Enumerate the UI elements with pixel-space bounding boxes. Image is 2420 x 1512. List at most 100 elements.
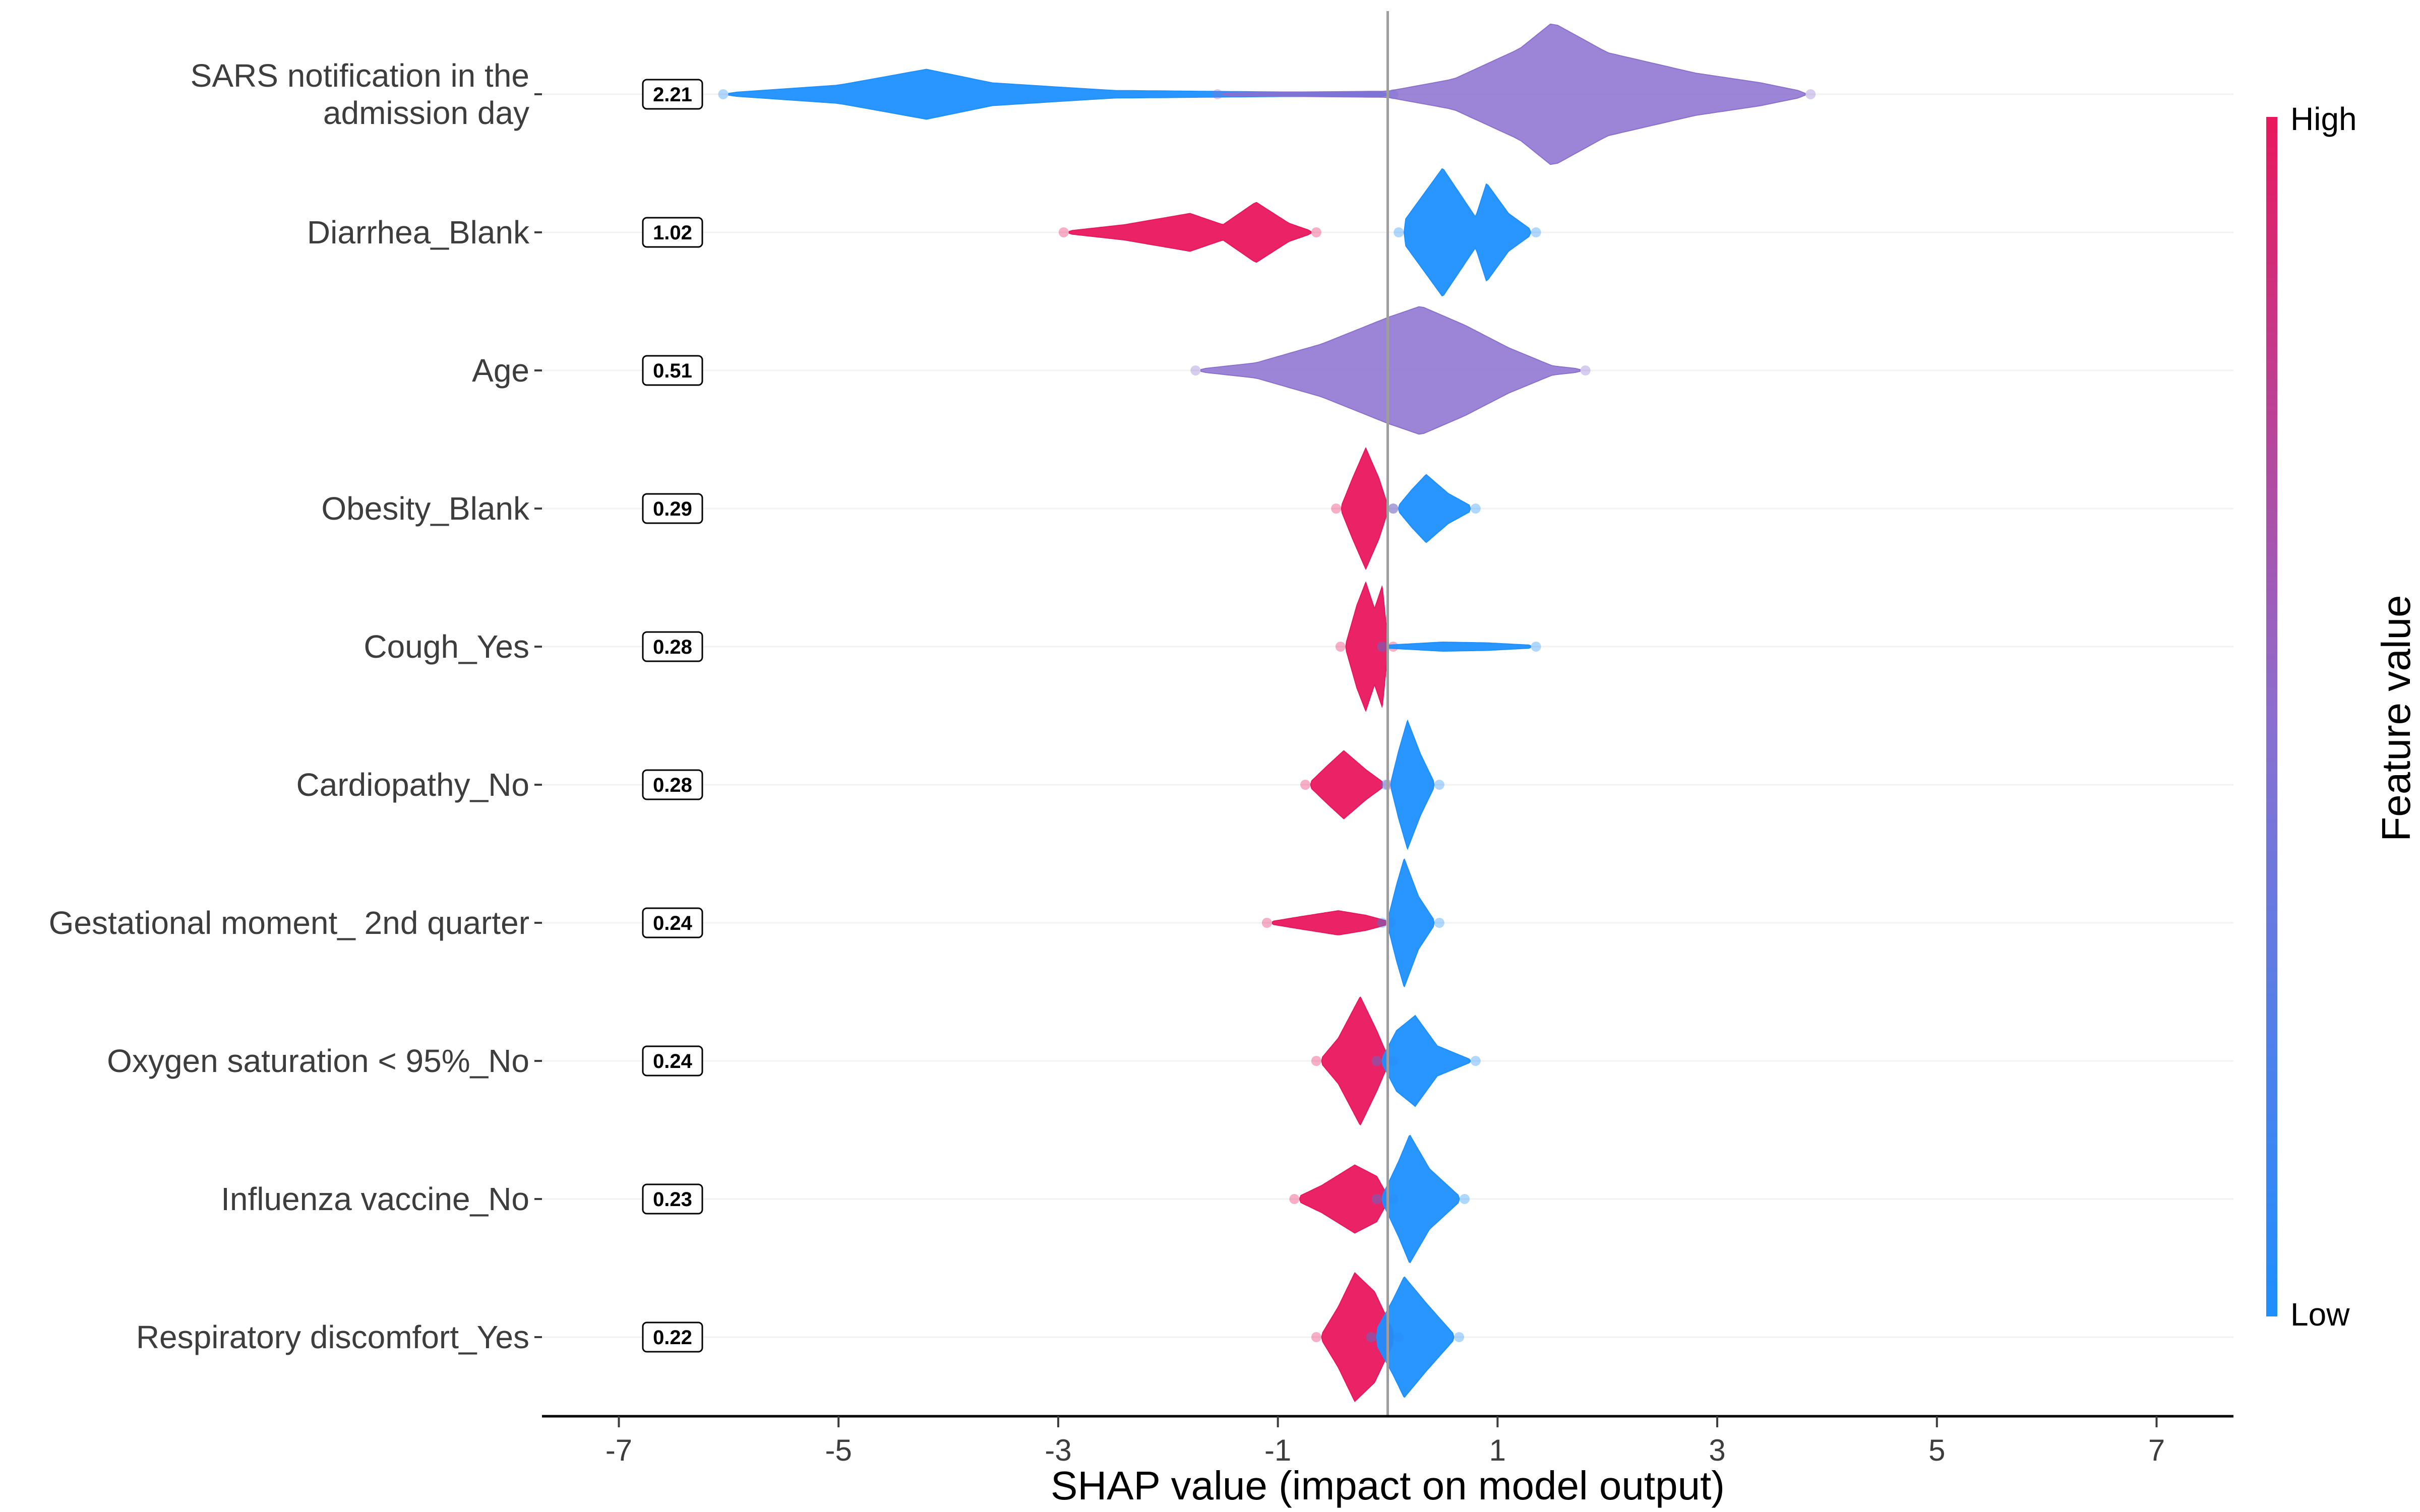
feature-row: Age 0.51	[472, 306, 2233, 435]
shap-violin	[1222, 23, 1806, 165]
feature-row: Cough_Yes 0.28	[364, 581, 2233, 712]
shap-point	[1531, 227, 1541, 237]
shap-point	[1388, 503, 1399, 514]
feature-row: Influenza vaccine_No 0.23	[221, 1135, 2233, 1264]
shap-point	[1311, 227, 1321, 237]
shap-point	[1470, 1056, 1481, 1066]
colorbar-low-label: Low	[2290, 1296, 2350, 1333]
colorbar-gradient	[2266, 117, 2277, 1316]
feature-row: Gestational moment_ 2nd quarter 0.24	[49, 858, 2233, 987]
feature-label: Oxygen saturation < 95%_No	[107, 1043, 529, 1079]
shap-violin	[1200, 306, 1581, 435]
shap-violin	[1341, 447, 1388, 571]
feature-row: Obesity_Blank 0.29	[321, 447, 2233, 571]
feature-label-line: Cough_Yes	[364, 628, 529, 665]
feature-label-line: Obesity_Blank	[321, 490, 530, 527]
feature-row: Oxygen saturation < 95%_No 0.24	[107, 996, 2233, 1125]
feature-label-line: Diarrhea_Blank	[307, 214, 530, 250]
colorbar-title: Feature value	[2374, 595, 2418, 841]
x-tick-label: 1	[1489, 1433, 1506, 1467]
shap-point	[1331, 503, 1342, 514]
importance-value: 0.28	[653, 636, 692, 658]
feature-rows: SARS notification in the admission day 2.2…	[49, 23, 2233, 1403]
shap-point	[1805, 89, 1816, 99]
feature-label: Obesity_Blank	[321, 490, 530, 527]
shap-violin	[1376, 1276, 1455, 1398]
feature-label-line: SARS notification in the	[191, 57, 529, 94]
shap-point	[1311, 1332, 1321, 1342]
feature-row: SARS notification in the admission day 2.2…	[191, 23, 2233, 165]
x-tick-label: -7	[606, 1433, 632, 1467]
shap-point	[1311, 1056, 1321, 1066]
shap-point	[1531, 642, 1541, 652]
feature-label: Diarrhea_Blank	[307, 214, 530, 250]
colorbar-high-label: High	[2290, 101, 2357, 137]
feature-label-line: Oxygen saturation < 95%_No	[107, 1043, 529, 1079]
importance-badge	[642, 1321, 703, 1353]
shap-violin	[1390, 719, 1434, 850]
shap-point	[1470, 503, 1481, 514]
shap-point	[1434, 918, 1444, 928]
x-tick-label: 7	[2148, 1433, 2165, 1467]
feature-label-line: Respiratory discomfort_Yes	[136, 1319, 529, 1355]
shap-violin	[1387, 858, 1434, 987]
feature-label-line: Age	[472, 352, 529, 389]
feature-label: Cardiopathy_No	[296, 767, 530, 803]
shap-point	[1394, 227, 1404, 237]
feature-label-line: Gestational moment_ 2nd quarter	[49, 905, 529, 941]
importance-badge	[642, 631, 703, 662]
feature-label: Age	[472, 352, 529, 389]
x-tick-label: 5	[1928, 1433, 1945, 1467]
importance-value: 0.24	[653, 1050, 693, 1073]
importance-badge	[642, 1045, 703, 1077]
shap-point	[718, 89, 729, 99]
shap-violin	[1272, 910, 1386, 935]
shap-point	[1371, 1056, 1382, 1066]
shap-violin	[1387, 641, 1531, 652]
feature-label: Influenza vaccine_No	[221, 1181, 529, 1217]
shap-point	[1377, 918, 1387, 928]
feature-label: Respiratory discomfort_Yes	[136, 1319, 529, 1355]
shap-violin	[1310, 750, 1383, 820]
importance-badge	[642, 907, 703, 938]
shap-point	[1580, 365, 1591, 375]
importance-value: 1.02	[653, 222, 692, 244]
colorbar: High Low Feature value	[2266, 101, 2418, 1333]
importance-value: 0.23	[653, 1188, 692, 1211]
feature-label: Gestational moment_ 2nd quarter	[49, 905, 529, 941]
shap-violin	[1381, 1015, 1471, 1107]
shap-point	[1335, 642, 1346, 652]
importance-value: 0.29	[653, 498, 692, 520]
importance-value: 0.22	[653, 1327, 692, 1349]
importance-badge	[642, 217, 703, 248]
importance-value: 0.51	[653, 360, 692, 382]
x-tick-label: 3	[1709, 1433, 1725, 1467]
shap-point	[1434, 780, 1444, 790]
x-tick-label: -5	[825, 1433, 852, 1467]
shap-violin	[1381, 1135, 1460, 1264]
shap-point	[1212, 89, 1223, 99]
feature-row: Respiratory discomfort_Yes 0.22	[136, 1272, 2233, 1403]
importance-badge	[642, 355, 703, 386]
shap-point	[1377, 642, 1387, 652]
importance-badge	[642, 1183, 703, 1215]
shap-point	[1388, 503, 1399, 514]
feature-label: SARS notification in the admission day	[191, 57, 529, 131]
importance-badge	[642, 493, 703, 524]
feature-label-line: Cardiopathy_No	[296, 767, 530, 803]
x-tick-label: -3	[1045, 1433, 1071, 1467]
shap-point	[1300, 780, 1311, 790]
x-axis-ticks: -7 -5 -3 -1 1 3 5 7	[606, 1416, 2165, 1467]
shap-point	[1190, 365, 1201, 375]
shap-point	[1058, 227, 1069, 237]
importance-value: 2.21	[653, 84, 692, 106]
shap-violin	[1404, 168, 1531, 297]
importance-value: 0.24	[653, 912, 693, 934]
x-tick-label: -1	[1264, 1433, 1291, 1467]
x-axis-title: SHAP value (impact on model output)	[1051, 1463, 1725, 1508]
shap-violin	[1398, 474, 1471, 543]
shap-point	[1371, 1194, 1382, 1204]
shap-point	[1454, 1332, 1465, 1342]
shap-point	[1289, 1194, 1300, 1204]
